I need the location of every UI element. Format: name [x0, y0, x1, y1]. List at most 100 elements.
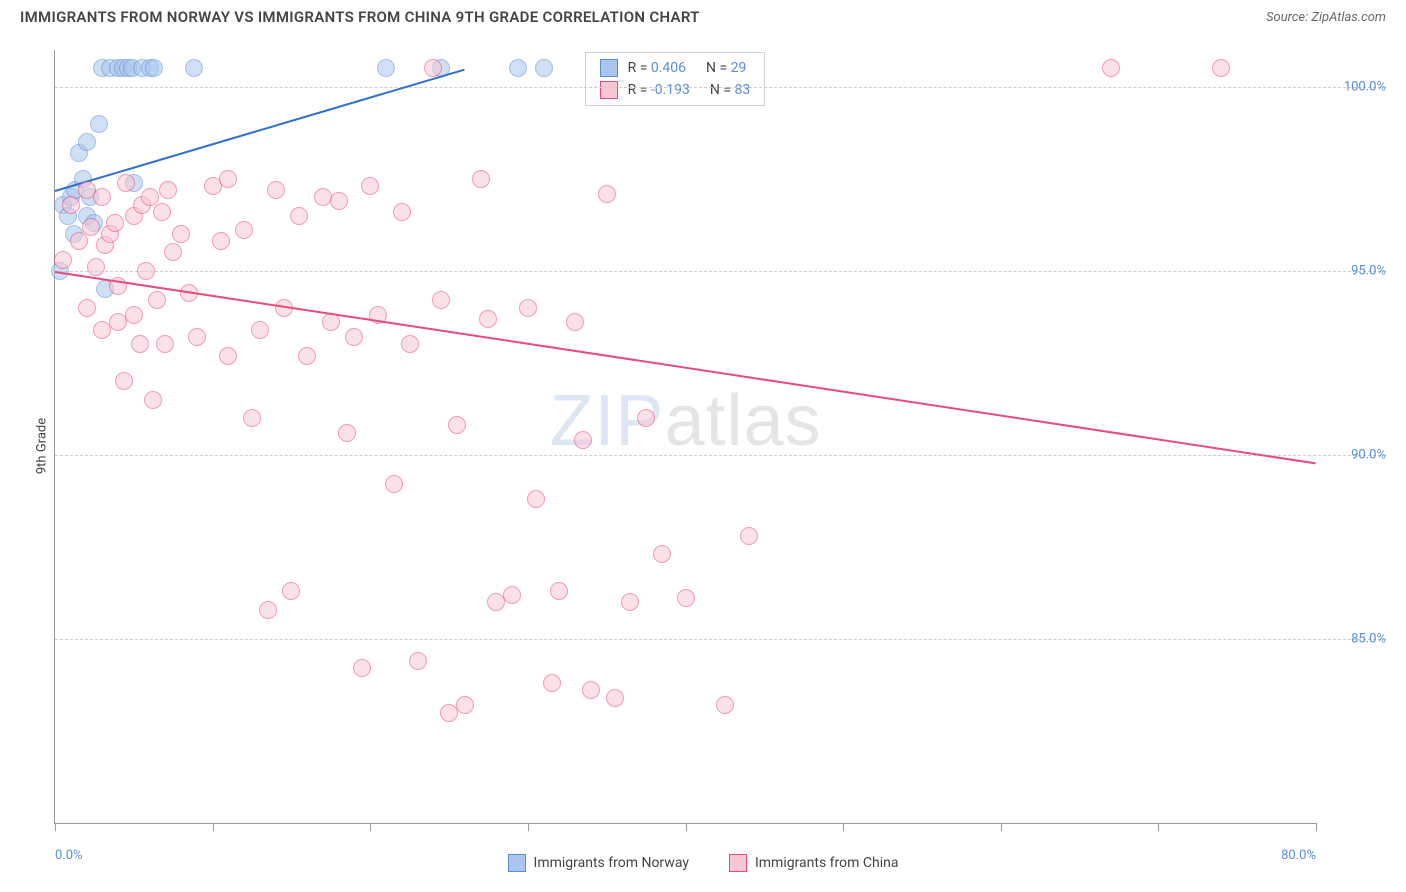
x-tick: [1158, 823, 1159, 831]
legend-swatch: [508, 854, 526, 872]
scatter-point: [550, 582, 568, 600]
scatter-point: [93, 188, 111, 206]
scatter-point: [330, 192, 348, 210]
scatter-point: [535, 59, 553, 77]
y-tick-label: 100.0%: [1344, 79, 1386, 94]
legend-swatch: [600, 59, 618, 77]
scatter-point: [472, 170, 490, 188]
scatter-point: [131, 335, 149, 353]
scatter-point: [219, 170, 237, 188]
scatter-point: [106, 214, 124, 232]
gridline-h: [55, 271, 1386, 272]
scatter-point: [78, 299, 96, 317]
scatter-point: [385, 475, 403, 493]
n-label: N = 29: [706, 60, 746, 76]
scatter-point: [259, 601, 277, 619]
correlation-legend-row: R = -0.193 N = 83: [600, 79, 751, 101]
scatter-point: [267, 181, 285, 199]
x-tick: [686, 823, 687, 831]
scatter-point: [185, 59, 203, 77]
scatter-point: [582, 681, 600, 699]
scatter-point: [345, 328, 363, 346]
scatter-point: [82, 218, 100, 236]
scatter-point: [298, 347, 316, 365]
scatter-point: [125, 306, 143, 324]
scatter-point: [503, 586, 521, 604]
scatter-point: [716, 696, 734, 714]
scatter-point: [377, 59, 395, 77]
scatter-point: [159, 181, 177, 199]
scatter-point: [424, 59, 442, 77]
scatter-point: [235, 221, 253, 239]
scatter-point: [62, 196, 80, 214]
watermark-atlas: atlas: [664, 381, 821, 461]
scatter-point: [338, 424, 356, 442]
scatter-point: [70, 232, 88, 250]
scatter-point: [432, 291, 450, 309]
r-label: R = -0.193: [628, 82, 690, 98]
scatter-point: [1102, 59, 1120, 77]
scatter-point: [1212, 59, 1230, 77]
scatter-point: [141, 188, 159, 206]
scatter-point: [574, 431, 592, 449]
scatter-point: [117, 174, 135, 192]
scatter-point: [393, 203, 411, 221]
scatter-point: [251, 321, 269, 339]
r-label: R = 0.406: [628, 60, 686, 76]
scatter-point: [115, 372, 133, 390]
scatter-point: [290, 207, 308, 225]
source-label: Source: ZipAtlas.com: [1266, 10, 1386, 25]
y-axis-label: 9th Grade: [35, 418, 50, 474]
gridline-h: [55, 455, 1386, 456]
scatter-point: [543, 674, 561, 692]
scatter-point: [78, 133, 96, 151]
scatter-point: [409, 652, 427, 670]
gridline-h: [55, 639, 1386, 640]
n-label: N = 83: [710, 82, 750, 98]
legend-swatch: [729, 854, 747, 872]
scatter-point: [137, 262, 155, 280]
watermark: ZIPatlas: [549, 380, 821, 462]
scatter-point: [479, 310, 497, 328]
scatter-point: [145, 59, 163, 77]
scatter-point: [148, 291, 166, 309]
scatter-point: [448, 416, 466, 434]
scatter-point: [322, 313, 340, 331]
scatter-point: [637, 409, 655, 427]
scatter-point: [212, 232, 230, 250]
x-tick: [370, 823, 371, 831]
legend-label: Immigrants from China: [755, 855, 899, 871]
scatter-point: [401, 335, 419, 353]
scatter-point: [172, 225, 190, 243]
scatter-point: [527, 490, 545, 508]
scatter-point: [153, 203, 171, 221]
legend-item: Immigrants from Norway: [508, 854, 689, 872]
scatter-point: [606, 689, 624, 707]
y-tick-label: 95.0%: [1351, 263, 1386, 278]
legend-label: Immigrants from Norway: [534, 855, 689, 871]
scatter-point: [740, 527, 758, 545]
scatter-point: [653, 545, 671, 563]
scatter-point: [677, 589, 695, 607]
gridline-h: [55, 87, 1386, 88]
x-tick: [55, 823, 56, 831]
x-tick: [213, 823, 214, 831]
scatter-point: [519, 299, 537, 317]
chart-header: IMMIGRANTS FROM NORWAY VS IMMIGRANTS FRO…: [0, 0, 1406, 30]
scatter-point: [456, 696, 474, 714]
scatter-point: [54, 251, 72, 269]
legend-swatch: [600, 81, 618, 99]
scatter-point: [188, 328, 206, 346]
y-tick-label: 85.0%: [1351, 631, 1386, 646]
scatter-point: [144, 391, 162, 409]
scatter-point: [87, 258, 105, 276]
x-tick: [528, 823, 529, 831]
series-legend: Immigrants from Norway Immigrants from Ch…: [0, 854, 1406, 872]
chart-title: IMMIGRANTS FROM NORWAY VS IMMIGRANTS FRO…: [20, 8, 700, 26]
y-tick-label: 90.0%: [1351, 447, 1386, 462]
correlation-legend: R = 0.406 N = 29 R = -0.193 N = 83: [585, 52, 766, 106]
correlation-legend-row: R = 0.406 N = 29: [600, 57, 751, 79]
trend-line: [55, 271, 1316, 464]
scatter-point: [282, 582, 300, 600]
scatter-point: [621, 593, 639, 611]
